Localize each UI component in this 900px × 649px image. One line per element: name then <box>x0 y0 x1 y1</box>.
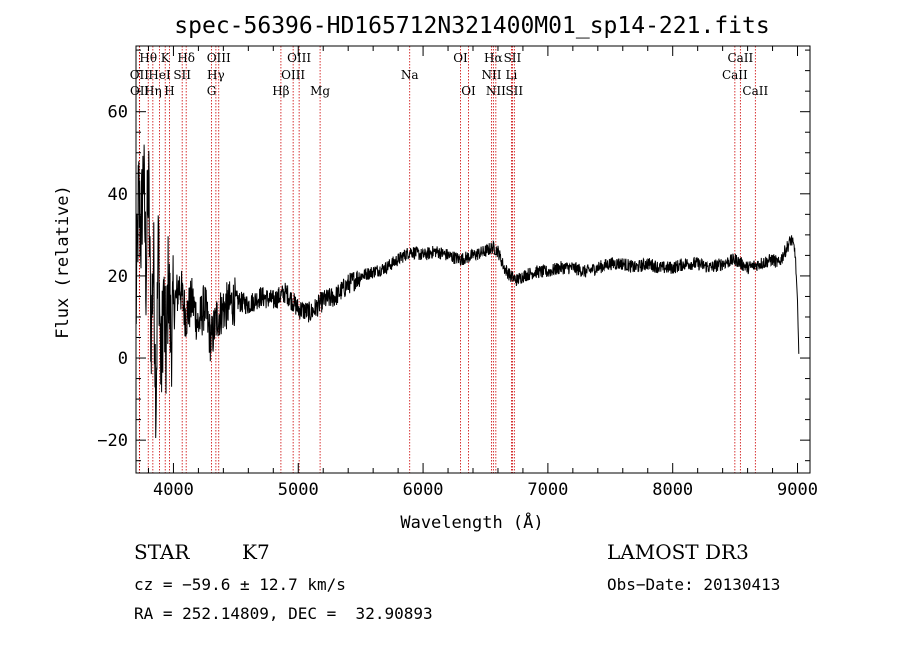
observation-date: Obs−Date: 20130413 <box>607 575 781 594</box>
spectrum-chart: spec-56396-HD165712N321400M01_sp14-221.f… <box>53 13 818 533</box>
spectral-line-label: NII <box>481 68 501 82</box>
x-tick-label: 5000 <box>278 480 319 500</box>
spectral-line-label: Hδ <box>177 51 195 65</box>
spectral-line-label: CaII <box>742 84 768 98</box>
spectral-line-label: Hη <box>144 84 162 98</box>
spectral-line-label: OI <box>453 51 468 65</box>
x-tick-label: 8000 <box>652 480 693 500</box>
spectral-line-label: CaII <box>727 51 753 65</box>
spectral-line-label: H <box>164 84 174 98</box>
spectral-line-label: SII <box>504 51 522 65</box>
spectral-line-label: G <box>207 84 217 98</box>
spectral-line-label: Na <box>401 68 419 82</box>
y-tick-label: 40 <box>108 185 128 205</box>
spectral-line-label: OIII <box>281 68 305 82</box>
spectral-line-label: OI <box>461 84 476 98</box>
spectral-line-label: OIII <box>207 51 231 65</box>
y-tick-label: 0 <box>118 349 128 369</box>
spectral-line-label: Hθ <box>139 51 157 65</box>
survey-name: LAMOST DR3 <box>607 540 749 564</box>
coordinates-readout: RA = 252.14809, DEC = 32.90893 <box>134 604 433 623</box>
object-class: STAR <box>134 540 190 564</box>
spectral-line-label: NII <box>486 84 506 98</box>
spectral-line-label: CaII <box>722 68 748 82</box>
redshift-readout: cz = −59.6 ± 12.7 km/s <box>134 575 346 594</box>
spectral-line-markers <box>138 46 756 473</box>
y-tick-label: −20 <box>97 431 128 451</box>
x-tick-label: 6000 <box>403 480 444 500</box>
chart-title: spec-56396-HD165712N321400M01_sp14-221.f… <box>174 13 769 39</box>
spectral-line-label: OII <box>130 68 150 82</box>
spectral-line-label: Mg <box>310 84 330 98</box>
x-tick-label: 9000 <box>777 480 818 500</box>
y-tick-label: 20 <box>108 267 128 287</box>
spectral-line-label: HeI <box>148 68 171 82</box>
spectral-line-label: Li <box>506 68 518 82</box>
x-axis: 4000 5000 6000 7000 8000 9000 <box>147 46 818 500</box>
spectral-line-label: K <box>161 51 171 65</box>
y-axis: −20 0 20 40 60 <box>97 49 810 462</box>
spectral-line-label: Hα <box>484 51 503 65</box>
spectral-line-label: SII <box>173 68 191 82</box>
x-tick-label: 4000 <box>153 480 194 500</box>
plot-frame <box>135 45 811 474</box>
object-subclass: K7 <box>242 540 270 564</box>
y-axis-label: Flux (relative) <box>53 185 73 339</box>
spectral-line-label: OIII <box>287 51 311 65</box>
y-tick-label: 60 <box>108 103 128 123</box>
spectral-line-label: Hβ <box>272 84 289 98</box>
spectral-line-label: SII <box>505 84 523 98</box>
x-axis-label: Wavelength (Å) <box>400 511 543 533</box>
spectral-line-label: Hγ <box>207 68 225 82</box>
spectrum-series-line <box>135 144 800 439</box>
x-tick-label: 7000 <box>527 480 568 500</box>
